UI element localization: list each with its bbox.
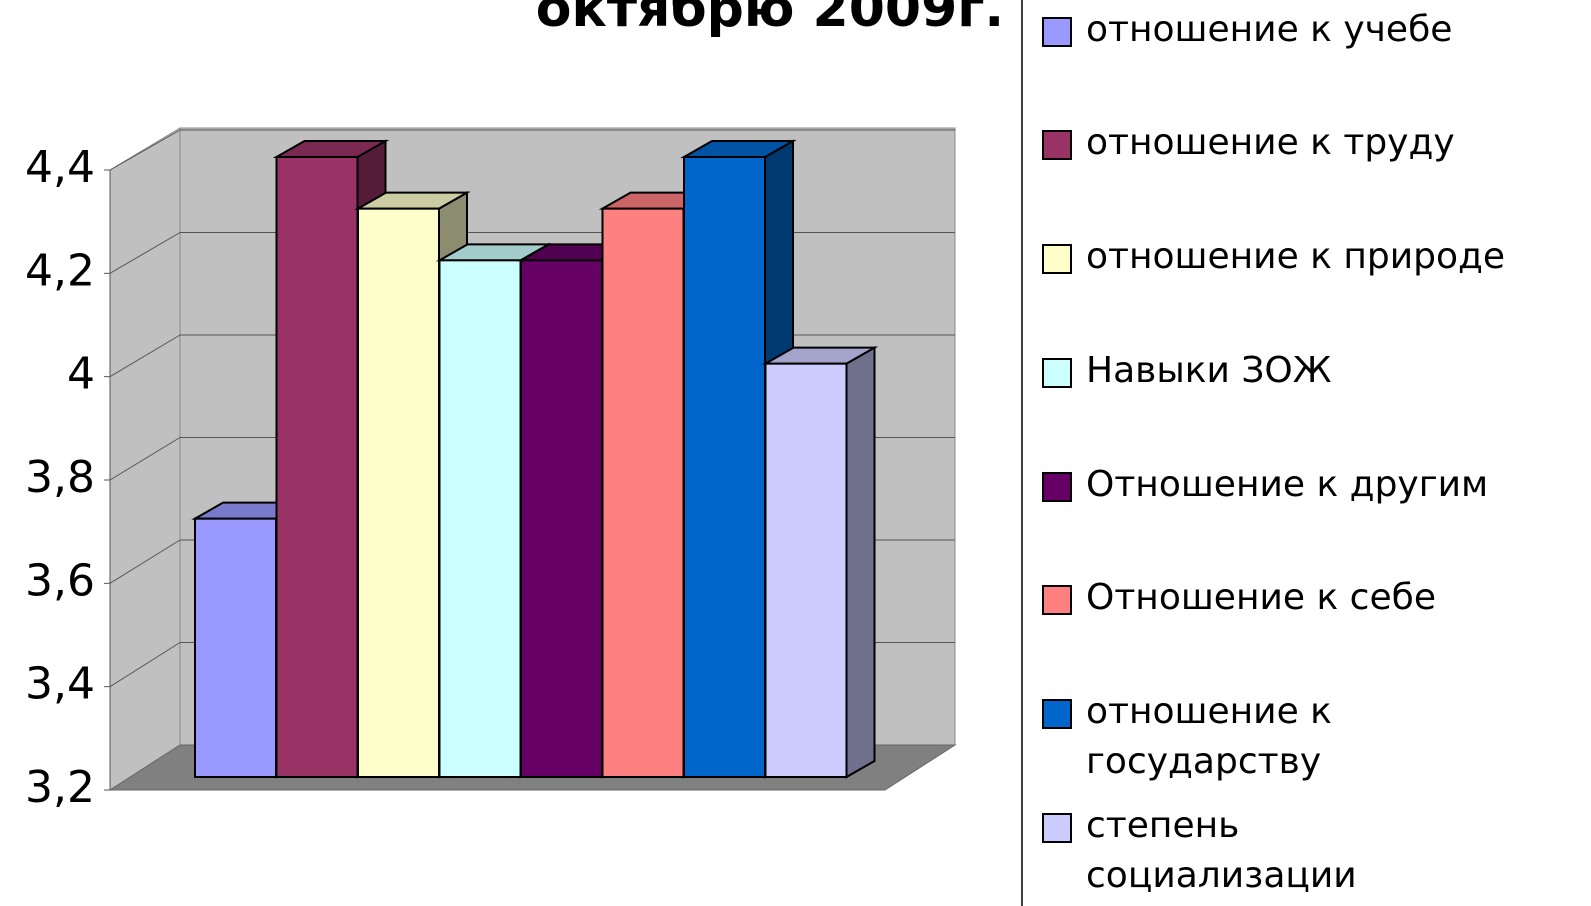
legend-label: Отношение к другим (1086, 464, 1489, 505)
legend-item: Отношение к себе (1040, 573, 1436, 623)
legend-item: отношение к государству (1040, 687, 1386, 787)
y-tick-label: 3,4 (25, 659, 95, 710)
legend-swatch (1042, 472, 1072, 502)
bar (438, 259, 522, 779)
legend-item: отношение к природе (1040, 232, 1505, 282)
bar (275, 156, 359, 778)
legend-label: отношение к учебе (1086, 9, 1453, 50)
legend-swatch (1042, 813, 1072, 843)
grid-line (109, 539, 181, 584)
y-tick-label: 3,6 (25, 555, 95, 606)
bar (194, 517, 277, 779)
y-tick-label: 3,8 (25, 452, 95, 503)
grid-line (109, 642, 181, 688)
bar-side (845, 345, 876, 779)
grid-line (109, 437, 181, 481)
legend-item: степень социализации (1040, 801, 1386, 901)
y-tick-label: 4,2 (25, 245, 95, 296)
grid-line (109, 334, 181, 378)
y-tick-label: 3,2 (25, 762, 95, 813)
legend-label: Навыки ЗОЖ (1086, 350, 1332, 391)
bar (601, 207, 685, 778)
grid-line (109, 129, 181, 171)
legend-item: отношение к труду (1040, 118, 1455, 168)
legend-item: Навыки ЗОЖ (1040, 346, 1332, 396)
legend-swatch (1042, 17, 1072, 47)
legend-label: отношение к труду (1086, 122, 1455, 163)
bar (683, 156, 766, 778)
legend-swatch (1042, 585, 1072, 615)
legend-item: Отношение к другим (1040, 460, 1488, 510)
y-tick-label: 4,4 (25, 142, 95, 193)
legend-swatch (1042, 130, 1072, 160)
y-tick-label: 4 (67, 349, 95, 400)
bar (764, 362, 848, 778)
legend-item: отношение к учебе (1040, 5, 1452, 55)
legend-label: отношение к природе (1086, 236, 1506, 277)
legend-label: Отношение к себе (1086, 577, 1436, 618)
legend-swatch (1042, 699, 1072, 729)
chart-title: октябрю 2009г. (536, 0, 1004, 39)
bar (357, 207, 440, 778)
legend-label: отношение к государству (1086, 691, 1332, 782)
bar (520, 259, 603, 779)
legend-label: степень социализации (1086, 805, 1357, 896)
grid-line (109, 232, 181, 274)
legend-swatch (1042, 244, 1072, 274)
legend-swatch (1042, 358, 1072, 388)
